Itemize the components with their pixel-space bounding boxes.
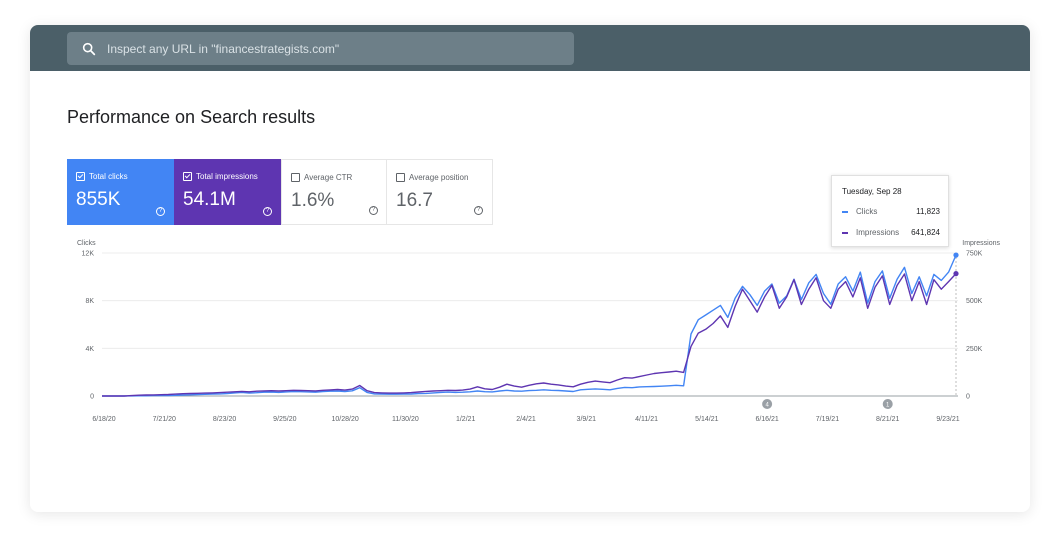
metric-value: 1.6% xyxy=(291,190,335,211)
x-tick-label: 10/28/20 xyxy=(332,416,359,423)
right-tick-label: 750K xyxy=(966,251,983,258)
tooltip-series-name: Impressions xyxy=(856,228,900,237)
annotation-label: 4 xyxy=(765,403,769,409)
performance-chart[interactable]: Clicks Impressions 12K 750K 8K 500K 4K 250K 0 0 6/… xyxy=(30,25,1030,512)
legend-swatch xyxy=(842,210,848,213)
metric-label: Average CTR xyxy=(304,173,353,182)
annotation-marker[interactable] xyxy=(762,399,773,409)
metric-average-ctr[interactable]: Average CTR 1.6% ? xyxy=(281,159,388,225)
left-tick-label: 8K xyxy=(85,298,94,305)
x-tick-label: 8/23/20 xyxy=(213,416,236,423)
left-tick-label: 12K xyxy=(82,251,95,258)
left-axis-title: Clicks xyxy=(77,240,96,247)
annotation-marker[interactable] xyxy=(882,399,893,409)
help-icon[interactable]: ? xyxy=(263,207,272,216)
top-bar: Inspect any URL in "financestrategists.c… xyxy=(30,25,1030,71)
performance-card: Inspect any URL in "financestrategists.c… xyxy=(30,25,1030,512)
x-tick-label: 9/25/20 xyxy=(273,416,296,423)
help-icon[interactable]: ? xyxy=(156,207,165,216)
metric-value: 16.7 xyxy=(396,190,433,211)
help-icon[interactable]: ? xyxy=(369,206,378,215)
metric-value: 54.1M xyxy=(183,189,236,210)
x-tick-label: 6/16/21 xyxy=(755,416,778,423)
checkbox-icon[interactable] xyxy=(396,173,405,182)
tooltip-series-name: Clicks xyxy=(856,207,878,216)
series-point-impressions xyxy=(953,271,959,277)
x-tick-label: 7/19/21 xyxy=(816,416,839,423)
checkbox-icon[interactable] xyxy=(291,173,300,182)
series-line-clicks xyxy=(102,254,957,397)
metric-value: 855K xyxy=(76,189,121,210)
metric-label: Average position xyxy=(409,173,469,182)
x-tick-label: 7/21/20 xyxy=(153,416,176,423)
series-line-impressions xyxy=(102,273,957,397)
checkbox-icon[interactable] xyxy=(183,172,192,181)
right-axis-title: Impressions xyxy=(962,240,1000,247)
x-tick-label: 6/18/20 xyxy=(92,416,115,423)
legend-swatch xyxy=(842,231,848,234)
search-input[interactable]: Inspect any URL in "financestrategists.c… xyxy=(107,42,340,56)
metric-average-position[interactable]: Average position 16.7 ? xyxy=(386,159,493,225)
x-tick-label: 5/14/21 xyxy=(695,416,718,423)
x-tick-label: 2/4/21 xyxy=(516,416,536,423)
tooltip-series-value: 641,824 xyxy=(911,228,940,237)
metric-total-clicks[interactable]: Total clicks 855K ? xyxy=(67,159,174,225)
annotation-label: 1 xyxy=(886,403,890,409)
x-tick-label: 8/21/21 xyxy=(876,416,899,423)
x-tick-label: 9/23/21 xyxy=(936,416,959,423)
search-icon xyxy=(82,42,96,56)
checkbox-icon[interactable] xyxy=(76,172,85,181)
help-icon[interactable]: ? xyxy=(474,206,483,215)
page-title: Performance on Search results xyxy=(67,107,316,127)
metric-label: Total impressions xyxy=(196,172,258,181)
left-tick-label: 4K xyxy=(85,346,94,353)
x-tick-label: 1/2/21 xyxy=(456,416,476,423)
tooltip-row-clicks: Clicks 11,823 xyxy=(842,207,940,216)
left-tick-label: 0 xyxy=(90,394,94,401)
x-tick-label: 3/9/21 xyxy=(577,416,597,423)
tooltip-row-impressions: Impressions 641,824 xyxy=(842,228,940,237)
tooltip-date: Tuesday, Sep 28 xyxy=(842,187,902,196)
x-tick-label: 11/30/20 xyxy=(392,416,419,423)
metric-total-impressions[interactable]: Total impressions 54.1M ? xyxy=(174,159,281,225)
right-tick-label: 0 xyxy=(966,394,970,401)
right-tick-label: 500K xyxy=(966,298,983,305)
url-inspection-search[interactable]: Inspect any URL in "financestrategists.c… xyxy=(67,32,574,65)
right-tick-label: 250K xyxy=(966,346,983,353)
x-tick-label: 4/11/21 xyxy=(635,416,658,423)
tooltip-series-value: 11,823 xyxy=(916,207,940,216)
chart-tooltip: Tuesday, Sep 28 Clicks 11,823 Impression… xyxy=(831,175,949,247)
series-point-clicks xyxy=(953,252,959,258)
metric-label: Total clicks xyxy=(89,172,128,181)
